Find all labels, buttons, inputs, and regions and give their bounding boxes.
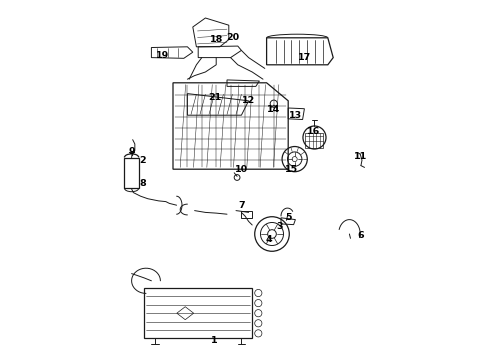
Bar — [144, 288, 252, 338]
Text: 14: 14 — [267, 105, 280, 114]
Text: 17: 17 — [298, 53, 311, 62]
Text: 5: 5 — [285, 213, 292, 222]
Text: 13: 13 — [289, 111, 302, 120]
Bar — [305, 133, 323, 148]
Text: 6: 6 — [357, 231, 364, 240]
Text: 16: 16 — [307, 127, 320, 136]
Text: 15: 15 — [285, 165, 298, 174]
Text: 18: 18 — [210, 35, 223, 44]
Bar — [242, 211, 252, 218]
Text: 9: 9 — [128, 147, 135, 156]
Text: 20: 20 — [226, 33, 239, 42]
Text: 7: 7 — [238, 201, 245, 210]
Bar — [124, 158, 139, 188]
Text: 12: 12 — [242, 96, 255, 105]
Text: 4: 4 — [265, 235, 272, 244]
Text: 11: 11 — [354, 152, 367, 161]
Text: 21: 21 — [208, 93, 221, 102]
Text: 2: 2 — [139, 156, 146, 165]
Text: 8: 8 — [139, 179, 146, 188]
Text: 19: 19 — [156, 51, 169, 60]
Text: 1: 1 — [211, 336, 218, 345]
Text: 3: 3 — [276, 222, 282, 231]
Text: 10: 10 — [235, 165, 248, 174]
